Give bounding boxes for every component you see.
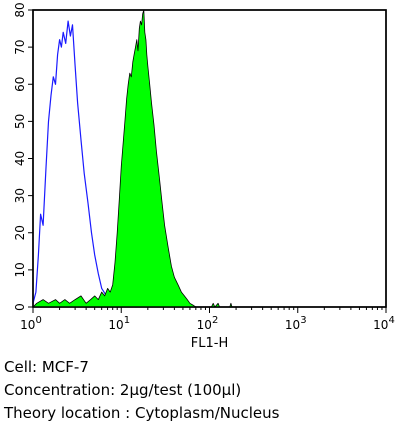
- x-tick-label: 101: [108, 315, 130, 332]
- series-layer: [32, 9, 387, 308]
- x-axis-ticks: 100 101 102 103 104: [20, 307, 395, 332]
- y-tick-label: 40: [13, 151, 27, 166]
- y-tick-label: 70: [13, 39, 27, 54]
- x-tick-label: 103: [285, 315, 307, 332]
- caption-theory-location: Theory location : Cytoplasm/Nucleus: [4, 404, 280, 422]
- y-tick-label: 80: [13, 2, 27, 17]
- x-tick-label: 102: [197, 315, 219, 332]
- y-tick-label: 30: [13, 188, 27, 203]
- x-tick-label: 100: [20, 315, 42, 332]
- flow-cytometry-histogram: 100 101 102 103 104 0 10 20 30 40 50 60 70 80 FL1-H: [13, 2, 395, 350]
- y-tick-label: 60: [13, 77, 27, 92]
- series-filled-histogram: [32, 9, 387, 308]
- y-tick-label: 10: [13, 262, 27, 277]
- x-axis-title: FL1-H: [191, 336, 228, 350]
- y-axis-ticks: 0 10 20 30 40 50 60 70 80: [13, 2, 33, 311]
- series-outline-histogram: [32, 20, 137, 308]
- y-tick-label: 50: [13, 114, 27, 129]
- caption-cell: Cell: MCF-7: [4, 358, 89, 376]
- plot-area: [32, 9, 387, 308]
- y-tick-label: 0: [13, 303, 27, 311]
- plot-frame: [32, 9, 387, 308]
- y-tick-label: 20: [13, 225, 27, 240]
- x-tick-label: 104: [373, 315, 395, 332]
- caption-concentration: Concentration: 2µg/test (100µl): [4, 381, 242, 399]
